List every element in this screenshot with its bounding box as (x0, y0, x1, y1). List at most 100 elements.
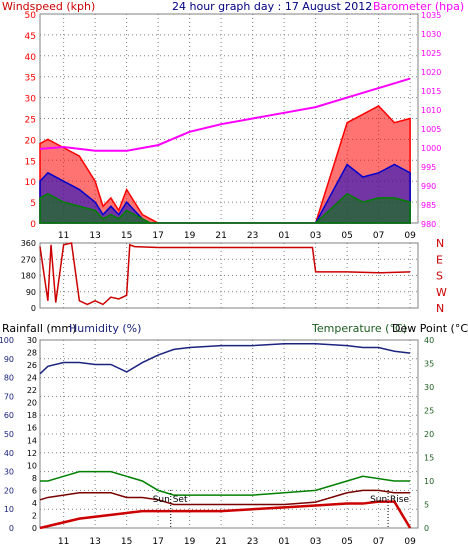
wind-x-tick: 17 (152, 231, 163, 241)
humidity-tick: 24 (27, 374, 37, 383)
barometer-label: Barometer (hpa) (373, 0, 464, 13)
rainfall-tick: 90 (4, 355, 14, 364)
humidity-tick: 30 (27, 336, 37, 345)
compass-label: N (436, 237, 444, 250)
temp-x-tick: 03 (310, 537, 321, 547)
rainfall-tick: 80 (4, 374, 14, 383)
temp-x-tick: 15 (121, 537, 132, 547)
temp-series (39, 343, 412, 530)
rainfall-tick: 10 (4, 505, 14, 514)
humidity-tick: 6 (32, 486, 37, 495)
rainfall-axis: 0 10 20 30 40 50 60 70 80 90 100 (0, 336, 14, 533)
wind-series-direction (39, 192, 411, 224)
temperature-label: Temperature (°C) (311, 322, 407, 335)
wind-right-tick: 1015 (421, 87, 441, 96)
compass-label: S (436, 270, 443, 283)
wind-left-tick: 35 (25, 74, 36, 84)
temperature-tick: 15 (424, 454, 434, 463)
temp-x-tick: 17 (152, 537, 163, 547)
temp-x-tick: 21 (215, 537, 226, 547)
humidity-tick: 14 (27, 436, 37, 445)
temp-x-axis: 11 13 15 17 19 21 23 01 03 05 07 09 (58, 537, 416, 547)
rainfall-tick: 70 (4, 392, 14, 401)
wind-x-tick: 13 (89, 231, 100, 241)
wind-x-tick: 21 (215, 231, 226, 241)
humidity-label: Humidity (%) (69, 322, 141, 335)
temperature-axis: 0 5 10 15 20 25 30 35 40 (424, 336, 434, 533)
rainfall-tick: 60 (4, 411, 14, 420)
wind-x-tick: 19 (184, 231, 196, 241)
wind-right-tick: 1030 (421, 30, 441, 39)
temperature-tick: 20 (424, 430, 434, 439)
humidity-tick: 12 (27, 449, 37, 458)
wind-right-tick: 1005 (421, 125, 441, 134)
wind-left-tick: 10 (25, 178, 37, 188)
temp-x-tick: 19 (184, 537, 196, 547)
humidity-tick: 16 (27, 424, 37, 433)
wind-x-tick: 01 (278, 231, 289, 241)
humidity-tick: 26 (27, 361, 37, 370)
series-dew-point (39, 489, 411, 506)
wind-right-tick: 1035 (421, 11, 441, 20)
humidity-tick: 10 (27, 461, 37, 470)
direction-tick: 90 (26, 288, 36, 297)
humidity-tick: 8 (32, 474, 37, 483)
temp-x-tick: 23 (247, 537, 258, 547)
wind-series (39, 77, 411, 224)
wind-left-tick: 45 (25, 32, 36, 42)
wind-right-tick: 1000 (421, 144, 441, 153)
wind-left-tick: 40 (25, 53, 37, 63)
wind-left-tick: 20 (25, 136, 37, 146)
wind-x-tick: 15 (121, 231, 132, 241)
rainfall-tick: 30 (4, 468, 14, 477)
temperature-tick: 35 (424, 360, 434, 369)
temp-x-tick: 13 (89, 537, 100, 547)
wind-left-tick: 25 (25, 116, 36, 126)
direction-tick: 360 (21, 239, 36, 248)
wind-left-tick: 50 (25, 11, 37, 21)
wind-left-tick: 30 (25, 95, 37, 105)
wind-right-tick: 1025 (421, 49, 441, 58)
rainfall-tick: 40 (4, 449, 14, 458)
barometer-line (39, 77, 411, 152)
direction-line (39, 242, 411, 306)
wind-left-axis: 0 5 10 15 20 25 30 35 40 45 50 (25, 11, 37, 230)
wind-x-tick: 07 (373, 231, 384, 241)
direction-series (39, 242, 411, 306)
wind-x-tick: 23 (247, 231, 258, 241)
humidity-tick: 20 (27, 399, 37, 408)
humidity-tick: 0 (32, 524, 37, 533)
chart-title: 24 hour graph day : 17 August 2012 (172, 0, 372, 13)
wind-left-tick: 15 (25, 157, 36, 167)
wind-x-tick: 03 (310, 231, 321, 241)
wind-left-tick: 5 (30, 199, 36, 209)
compass-label: E (436, 253, 443, 266)
temperature-tick: 25 (424, 407, 434, 416)
compass-label: W (436, 286, 447, 299)
rainfall-tick: 0 (9, 524, 14, 533)
humidity-tick: 18 (27, 411, 37, 420)
wind-right-tick: 1020 (421, 68, 441, 77)
direction-tick: 270 (21, 255, 36, 264)
temp-x-tick: 09 (404, 537, 416, 547)
series-humidity (39, 343, 411, 375)
temp-x-tick: 11 (58, 537, 69, 547)
wind-right-tick: 995 (421, 163, 436, 172)
rainfall-label: Rainfall (mm) (2, 322, 76, 335)
humidity-tick: 28 (27, 349, 37, 358)
wind-x-tick: 09 (404, 231, 416, 241)
temperature-tick: 30 (424, 383, 434, 392)
wind-right-tick: 990 (421, 182, 436, 191)
sun-annotations: Sun Set Sun Rise (153, 490, 409, 528)
temperature-tick: 0 (424, 524, 429, 533)
series-temperature (40, 470, 411, 496)
temp-x-tick: 07 (373, 537, 384, 547)
windspeed-label: Windspeed (kph) (2, 0, 95, 13)
dewpoint-label: Dew Point (°C) (392, 322, 468, 335)
temperature-tick: 5 (424, 501, 429, 510)
rainfall-tick: 100 (0, 336, 14, 345)
compass-label: N (436, 302, 444, 315)
rainfall-tick: 50 (4, 430, 14, 439)
